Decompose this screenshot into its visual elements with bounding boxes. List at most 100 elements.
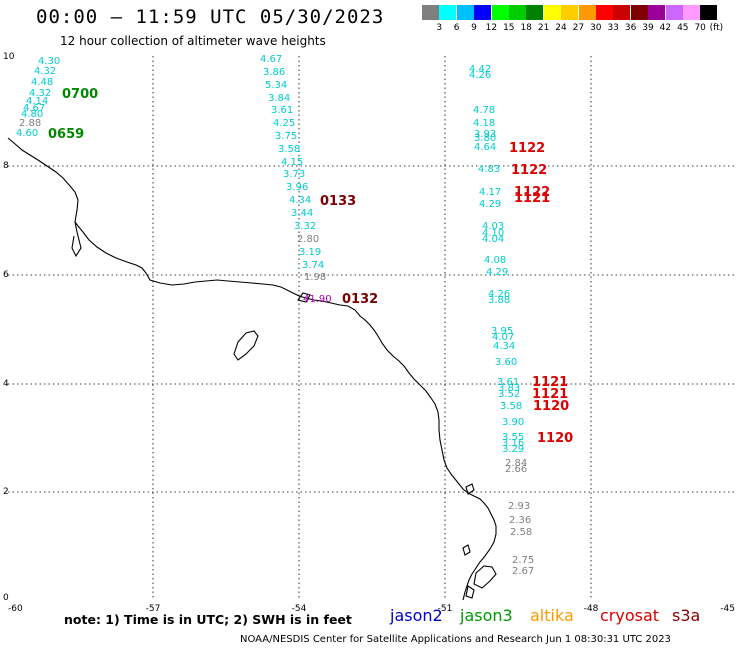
scale-swatch	[665, 5, 683, 20]
lat-tick-label: 2	[3, 487, 9, 497]
scale-label: 39	[642, 23, 654, 33]
lon-tick-label: -54	[292, 604, 307, 614]
wave-height-label: 3.52	[498, 389, 520, 400]
scale-swatch	[526, 5, 544, 20]
scale-swatch	[543, 5, 561, 20]
wave-height-label: 4.67	[23, 103, 45, 114]
pass-time-label: 1121	[532, 375, 568, 390]
lat-tick-label: 10	[3, 52, 15, 62]
scale-label: 30	[590, 23, 602, 33]
wave-height-label: 4.29	[479, 199, 501, 210]
wave-height-label: 4.67	[260, 54, 282, 65]
scale-swatch	[422, 5, 439, 20]
wave-height-label: 4.48	[31, 77, 53, 88]
wave-height-label: 3.75	[275, 131, 297, 142]
pass-time-label: 0659	[48, 127, 84, 142]
wave-height-label: 4.34	[493, 341, 515, 352]
wave-height-label: 3.58	[500, 401, 522, 412]
lat-tick-label: 4	[3, 379, 9, 389]
scale-label: 15	[503, 23, 515, 33]
scale-swatch	[474, 5, 492, 20]
wave-height-label: 3.88	[488, 295, 510, 306]
longitude-tick-labels: -60 -57 -54 -51 -48 -45	[8, 604, 735, 614]
wave-height-label: 3.74	[302, 260, 324, 271]
scale-swatch	[596, 5, 613, 20]
lon-tick-label: -45	[720, 604, 735, 614]
mission-altika: altika	[530, 606, 574, 625]
wave-height-label: 2.93	[508, 501, 530, 512]
wave-height-label: 2.58	[510, 527, 532, 538]
pass-time-label: 0133	[320, 194, 356, 209]
wave-height-label: 4.08	[484, 255, 506, 266]
wave-height-label: 3.93	[474, 129, 496, 140]
wave-height-label: 3.83	[498, 383, 520, 394]
pass-time-label: 0700	[62, 87, 98, 102]
wave-height-label: 4.14	[26, 96, 48, 107]
scale-label: 6	[453, 23, 460, 33]
wave-height-label: 3.86	[263, 67, 285, 78]
wave-height-label: 4.25	[273, 118, 295, 129]
wave-height-label: 3.90	[502, 417, 524, 428]
scale-label: 24	[555, 23, 567, 33]
wave-height-label: 2.36	[509, 515, 531, 526]
wave-height-label: 4.78	[473, 105, 495, 116]
map-grid	[8, 56, 736, 600]
wave-height-label: 2.84	[505, 458, 527, 469]
wave-height-label: 3.29	[502, 444, 524, 455]
scale-swatch	[561, 5, 579, 20]
lon-tick-label: -51	[438, 604, 453, 614]
scale-swatch	[683, 5, 700, 20]
wave-height-label: 3.32	[294, 221, 316, 232]
wave-height-label: 2.80	[297, 234, 319, 245]
scale-label: 12	[485, 23, 498, 33]
pass-time-label: 1121	[514, 191, 550, 206]
wave-height-label: 2.88	[19, 118, 41, 129]
wave-height-label: 2.75	[512, 555, 534, 566]
wave-height-label: 4.26	[469, 70, 491, 81]
map-note: note: 1) Time is in UTC; 2) SWH is in fe…	[64, 612, 352, 627]
mission-cryosat: cryosat	[600, 606, 660, 625]
wave-height-label: 4.04	[482, 234, 504, 245]
lat-tick-label: 8	[3, 161, 9, 171]
coastline	[7, 137, 497, 601]
wave-height-label: 3.44	[291, 208, 313, 219]
wave-height-label: 2.66	[505, 464, 527, 475]
pass-time-label: 1122	[509, 141, 545, 156]
scale-label: 21	[537, 23, 550, 33]
scale-swatch	[456, 5, 474, 20]
scale-swatch	[648, 5, 666, 20]
wave-height-label: 4.18	[473, 118, 495, 129]
wave-height-label: 4.03	[482, 221, 504, 232]
scale-swatch	[491, 5, 509, 20]
wave-height-label: 4.80	[21, 109, 43, 120]
wave-height-label: 4.34	[289, 195, 311, 206]
pass-time-label: 1120	[533, 399, 569, 414]
wave-height-label: 4.42	[469, 64, 491, 75]
satellite-pass-times: 0700065901330132112211221122112111211121…	[48, 87, 573, 446]
wave-height-label: 3.95	[491, 326, 513, 337]
wave-height-label: 4.30	[38, 56, 60, 67]
wave-height-label: 3.55	[502, 432, 524, 443]
pass-time-label: 0132	[342, 292, 378, 307]
wave-height-label: 2.67	[512, 566, 534, 577]
scale-label: 9	[471, 23, 477, 33]
scale-swatch	[613, 5, 631, 20]
wave-height-label: 3.60	[495, 357, 517, 368]
scale-swatch	[439, 5, 457, 20]
lon-tick-label: -60	[8, 604, 23, 614]
wave-height-label: 4.64	[474, 142, 496, 153]
pass-time-label: 1121	[532, 387, 568, 402]
wave-height-label: 5.34	[265, 80, 287, 91]
scale-swatch	[578, 5, 596, 20]
scale-label: 45	[677, 23, 689, 33]
wave-height-label: 4.15	[281, 157, 303, 168]
wave-height-label: 4.26	[488, 289, 510, 300]
wave-height-label: 3.19	[299, 247, 321, 258]
scale-label: 18	[520, 23, 532, 33]
pass-time-label: 1122	[511, 163, 547, 178]
scale-swatch	[630, 5, 648, 20]
latitude-tick-labels: 10 8 6 4 2 0	[3, 52, 15, 603]
scale-label: 42	[659, 23, 672, 33]
scale-label: 33	[607, 23, 619, 33]
